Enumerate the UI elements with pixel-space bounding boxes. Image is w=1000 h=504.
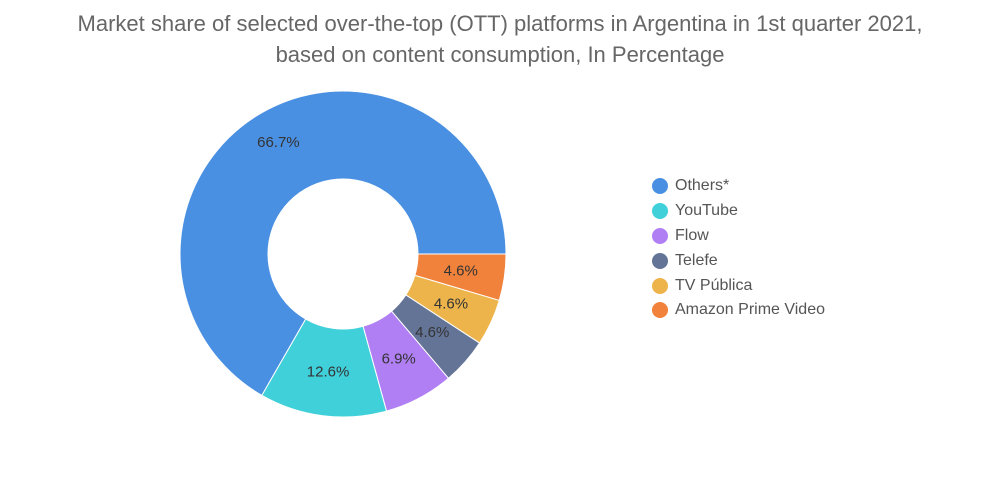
legend-item-flow[interactable]: Flow: [652, 224, 825, 249]
data-label-others: 66.7%: [257, 134, 300, 151]
data-label-amazon-prime-video: 4.6%: [444, 263, 478, 280]
legend-item-others[interactable]: Others*: [652, 174, 825, 199]
legend-item-tv-publica[interactable]: TV Pública: [652, 273, 825, 298]
legend-swatch: [652, 178, 668, 195]
legend-item-telefe[interactable]: Telefe: [652, 248, 825, 273]
legend-swatch: [652, 277, 668, 294]
legend-swatch: [652, 227, 668, 244]
legend-swatch: [652, 203, 668, 220]
data-label-flow: 6.9%: [382, 351, 416, 368]
data-label-tv-publica: 4.6%: [434, 295, 468, 312]
legend-label: TV Pública: [675, 276, 753, 294]
legend-label: Others*: [675, 177, 730, 195]
chart-title: Market share of selected over-the-top (O…: [77, 11, 923, 67]
legend-label: Flow: [675, 226, 709, 244]
legend-label: YouTube: [675, 202, 738, 220]
data-label-telefe: 4.6%: [415, 324, 449, 341]
data-label-youtube: 12.6%: [307, 364, 350, 381]
legend-item-youtube[interactable]: YouTube: [652, 199, 825, 224]
legend-swatch: [652, 252, 668, 269]
legend-swatch: [652, 302, 668, 319]
legend-label: Telefe: [675, 251, 718, 269]
legend-item-amazon-prime-video[interactable]: Amazon Prime Video: [652, 298, 825, 323]
slice-others[interactable]: [179, 90, 507, 397]
chart-legend: Others* YouTube Flow Telefe TV Pública Amazon…: [652, 174, 825, 323]
legend-label: Amazon Prime Video: [675, 301, 825, 319]
